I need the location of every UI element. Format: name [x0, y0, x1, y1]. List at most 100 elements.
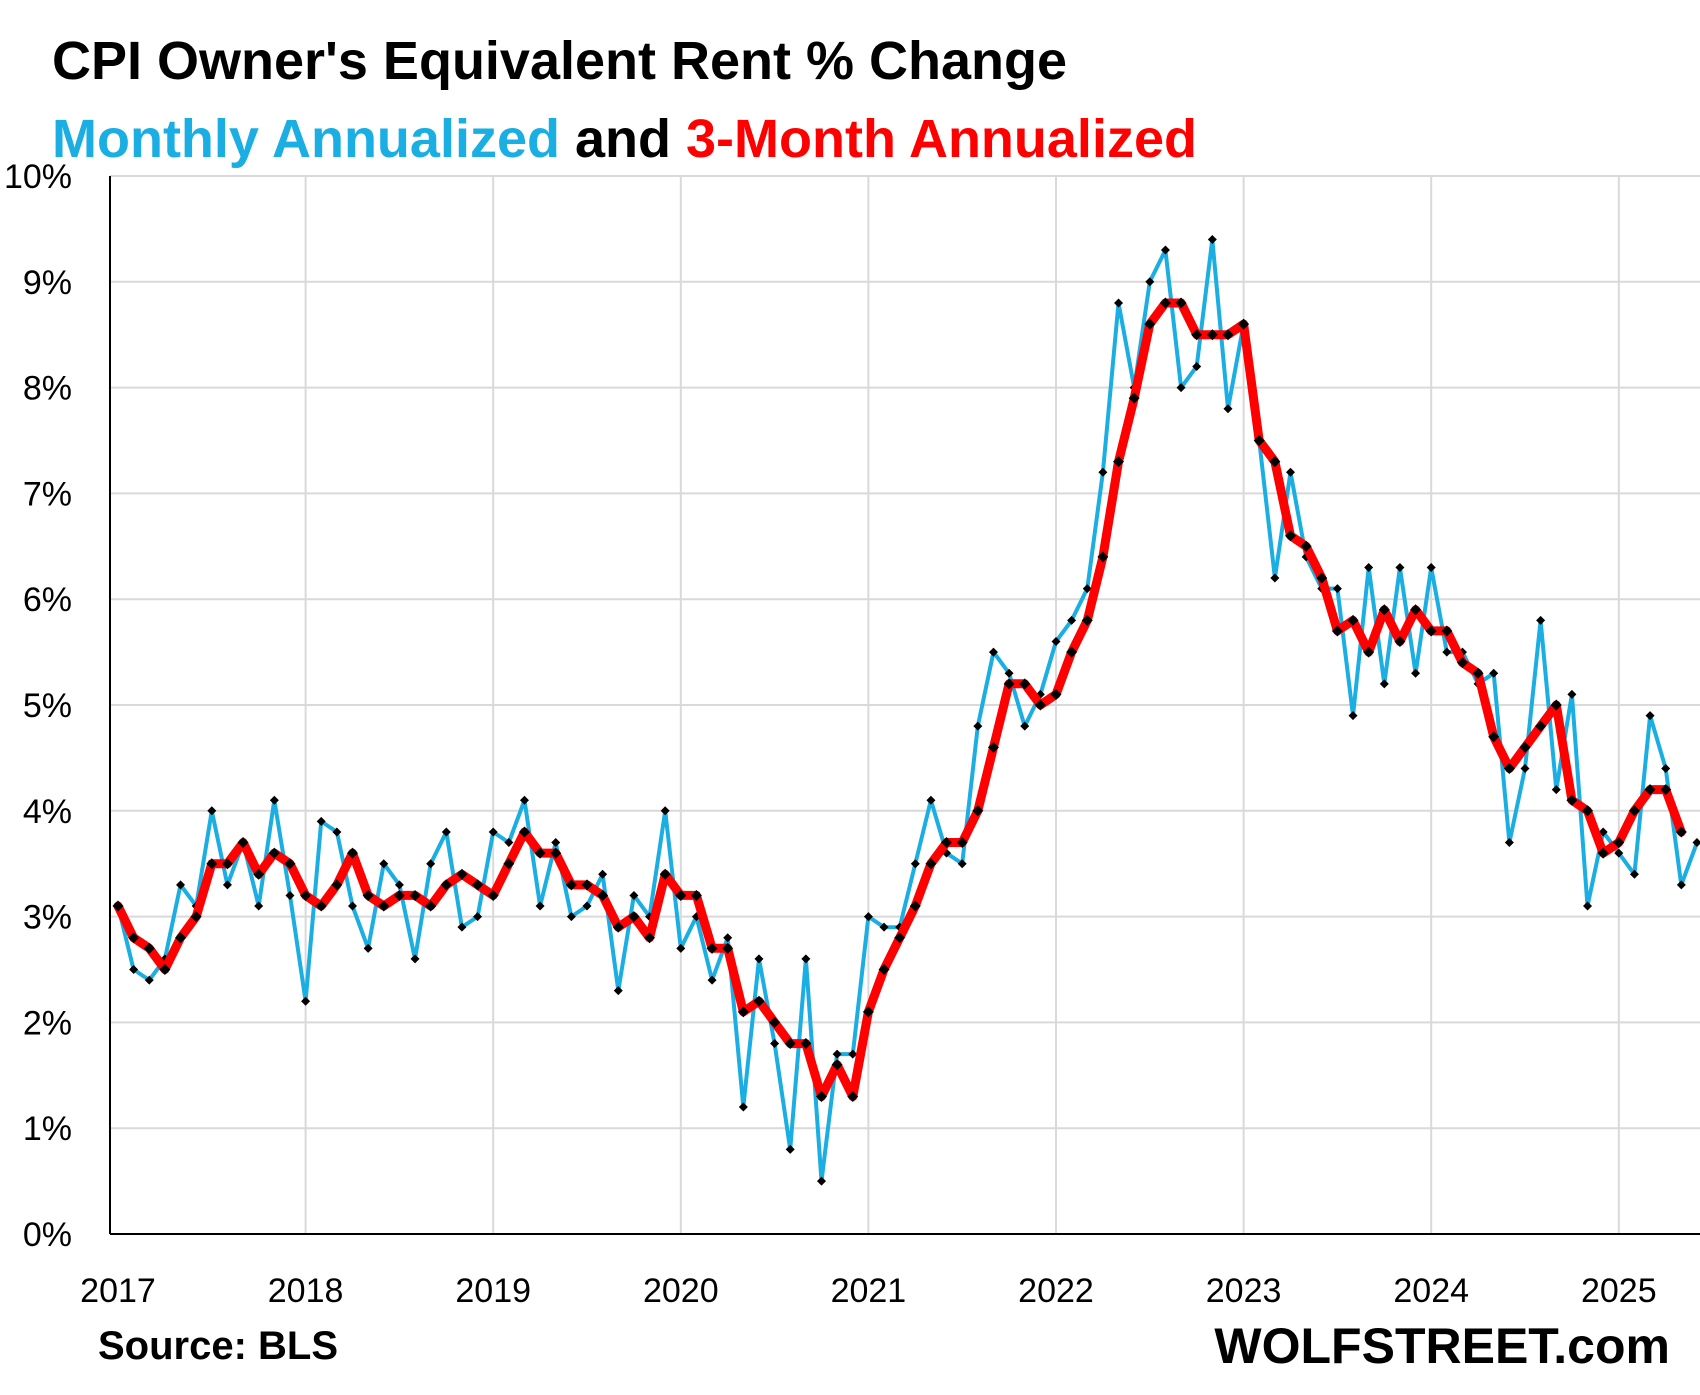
- data-point-marker: [676, 943, 686, 953]
- data-point-marker: [394, 880, 404, 890]
- data-point-marker: [770, 1039, 780, 1049]
- data-point-marker: [1488, 731, 1500, 743]
- data-point-marker: [285, 890, 295, 900]
- data-point-marker: [1019, 678, 1031, 690]
- data-point-marker: [1067, 615, 1077, 625]
- data-point-marker: [1347, 614, 1359, 626]
- data-point-marker: [348, 901, 357, 911]
- data-point-marker: [487, 889, 499, 901]
- data-point-marker: [862, 1006, 874, 1018]
- data-point-marker: [1411, 668, 1421, 678]
- data-point-marker: [973, 721, 983, 731]
- subtitle-monthly-label: Monthly Annualized: [52, 109, 560, 169]
- data-point-marker: [925, 858, 937, 870]
- data-point-marker: [1238, 318, 1250, 330]
- data-point-marker: [1097, 551, 1109, 563]
- data-point-marker: [1128, 392, 1140, 404]
- data-point-marker: [1410, 604, 1422, 616]
- x-tick-label: 2021: [831, 1272, 907, 1310]
- data-point-marker: [784, 1038, 796, 1050]
- data-point-marker: [425, 900, 437, 912]
- y-tick-label: 2%: [23, 1004, 72, 1042]
- data-point-marker: [190, 911, 202, 923]
- data-point-marker: [909, 900, 921, 912]
- data-point-marker: [644, 932, 656, 944]
- data-point-marker: [315, 900, 327, 912]
- data-point-marker: [1004, 668, 1014, 678]
- data-point-marker: [504, 838, 514, 848]
- data-point-marker: [1536, 615, 1546, 625]
- data-point-marker: [1660, 784, 1672, 796]
- data-point-marker: [598, 869, 608, 879]
- data-point-marker: [1504, 838, 1514, 848]
- data-point-marker: [206, 858, 218, 870]
- x-tick-label: 2020: [643, 1272, 719, 1310]
- data-point-marker: [1034, 699, 1046, 711]
- data-point-marker: [817, 1176, 826, 1186]
- data-point-marker: [753, 995, 765, 1007]
- data-point-marker: [941, 837, 953, 849]
- data-point-marker: [581, 879, 593, 891]
- data-point-marker: [894, 932, 906, 944]
- y-tick-label: 5%: [23, 687, 72, 725]
- data-point-marker: [1378, 604, 1390, 616]
- series-three-month: [112, 297, 1687, 1102]
- data-point-marker: [1597, 847, 1609, 859]
- data-point-marker: [1628, 805, 1640, 817]
- data-point-marker: [988, 647, 998, 657]
- data-point-marker: [254, 901, 264, 911]
- data-point-marker: [284, 858, 296, 870]
- data-point-marker: [409, 889, 421, 901]
- data-point-marker: [1489, 668, 1499, 678]
- data-point-marker: [1645, 711, 1655, 721]
- data-point-marker: [690, 889, 702, 901]
- data-point-marker: [738, 1102, 748, 1112]
- data-point-marker: [1442, 647, 1452, 657]
- y-tick-label: 3%: [23, 899, 72, 937]
- data-point-marker: [1145, 277, 1155, 287]
- data-point-marker: [144, 975, 154, 985]
- data-point-marker: [269, 795, 279, 805]
- data-point-marker: [1222, 329, 1234, 341]
- data-point-marker: [473, 912, 483, 922]
- x-tick-label: 2019: [455, 1272, 531, 1310]
- data-point-marker: [785, 1144, 795, 1154]
- data-point-marker: [253, 868, 265, 880]
- data-point-marker: [143, 942, 155, 954]
- data-point-marker: [832, 1049, 842, 1059]
- data-point-marker: [987, 741, 999, 753]
- data-point-marker: [1426, 562, 1436, 572]
- data-point-marker: [534, 847, 546, 859]
- data-point-marker: [1395, 562, 1405, 572]
- data-point-marker: [613, 986, 623, 996]
- data-point-marker: [128, 932, 140, 944]
- data-point-marker: [1676, 880, 1686, 890]
- data-point-marker: [393, 889, 405, 901]
- data-point-marker: [550, 847, 562, 859]
- data-point-marker: [957, 859, 967, 869]
- data-point-marker: [754, 954, 764, 964]
- data-point-marker: [1098, 467, 1108, 477]
- data-point-marker: [221, 858, 233, 870]
- data-point-marker: [301, 996, 311, 1006]
- data-point-marker: [1692, 838, 1700, 848]
- y-tick-label: 10%: [4, 158, 72, 196]
- data-point-marker: [1082, 584, 1092, 594]
- data-point-marker: [1613, 837, 1625, 849]
- data-point-marker: [597, 889, 609, 901]
- source-label: Source: BLS: [98, 1324, 339, 1368]
- x-tick-label: 2017: [80, 1272, 156, 1310]
- data-point-marker: [1160, 245, 1170, 255]
- data-point-marker: [159, 964, 171, 975]
- data-point-marker: [472, 879, 484, 891]
- data-point-marker: [1567, 689, 1577, 699]
- data-point-marker: [347, 847, 358, 859]
- data-point-marker: [175, 932, 187, 944]
- data-point-marker: [488, 827, 498, 837]
- data-point-marker: [129, 965, 139, 974]
- y-tick-label: 0%: [23, 1216, 72, 1254]
- data-point-marker: [629, 890, 639, 900]
- data-point-marker: [1583, 901, 1593, 911]
- data-point-marker: [456, 868, 468, 880]
- data-point-marker: [1050, 688, 1062, 700]
